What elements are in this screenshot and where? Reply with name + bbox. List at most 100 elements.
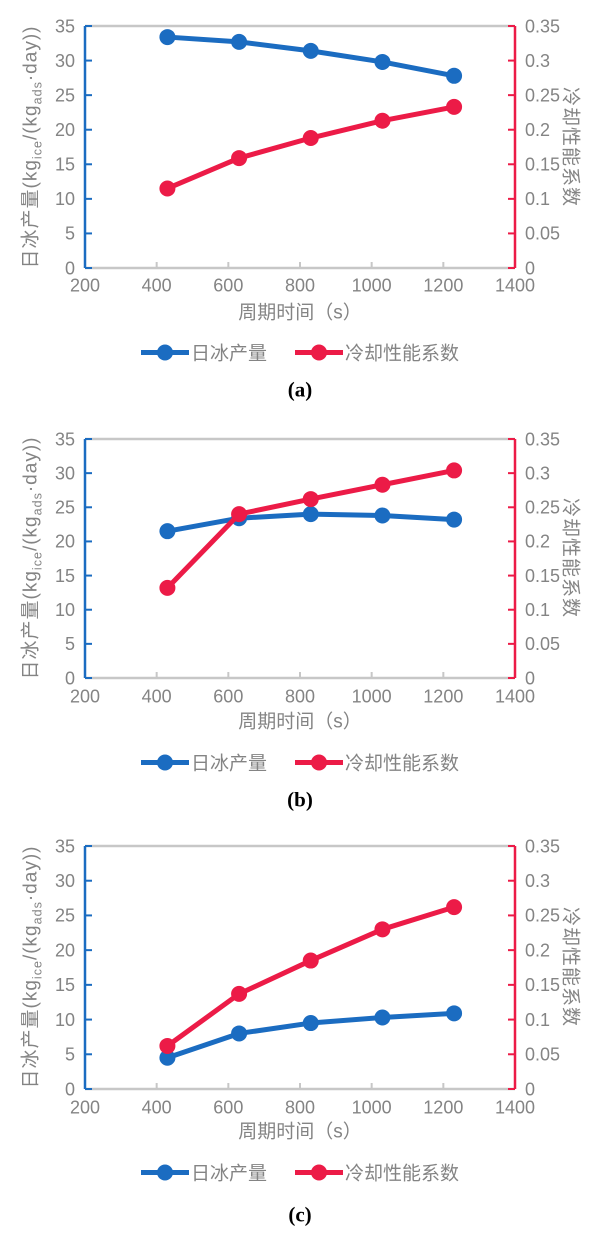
right-tick-label: 0.1 [525,189,550,209]
series-point-0 [302,506,319,523]
right-tick-label: 0.3 [525,463,550,483]
chart-legend: 日冰产量 冷却性能系数 [0,749,600,776]
right-tick-label: 0.05 [525,634,560,654]
right-tick-label: 0.3 [525,871,550,891]
left-tick-label: 15 [55,975,75,995]
left-tick-label: 35 [55,16,75,36]
x-tick-label: 1000 [352,686,392,706]
series-point-0 [159,523,176,540]
left-tick-label: 5 [65,634,75,654]
series-point-0 [374,53,391,70]
legend-dot [156,1164,173,1180]
right-tick-label: 0.05 [525,224,560,244]
series-line-1 [164,104,457,191]
x-tick-label: 800 [285,686,315,706]
legend-dot [311,754,327,770]
figure-caption: (b) [287,787,313,812]
left-tick-label: 5 [65,1045,75,1065]
left-tick-label: 30 [55,463,75,483]
legend-item-ice-production: 日冰产量 [140,749,267,776]
series-point-1 [374,476,391,493]
chart-a-canvas: 200 400 600 800 1000 1200 14000510152025303500… [55,16,560,295]
series-point-1 [446,899,463,916]
left-tick-label: 15 [55,155,75,175]
series-point-0 [231,1025,248,1042]
right-tick-label: 0.25 [525,85,560,105]
x-tick-label: 1400 [495,275,535,295]
figure-c: 200 400 600 800 1000 1200 1400 0 5 10 15 20 25 30 35 0 0… [0,830,600,1256]
x-tick-label: 1400 [495,1097,535,1117]
figure-caption: (c) [288,1202,312,1227]
left-tick-label: 30 [55,51,75,71]
series-point-0 [446,67,463,84]
left-tick-label: 25 [55,906,75,926]
right-tick-label: 0.2 [525,120,550,140]
series-point-1 [374,921,391,938]
legend-label: 日冰产量 [190,343,267,365]
right-tick-label: 0.2 [525,532,550,552]
left-tick-label: 0 [65,258,75,278]
chart-b-canvas: 200 400 600 800 1000 1200 14000510152025303500… [55,429,560,706]
series-point-1 [374,112,391,129]
legend-marker-blue-icon [140,344,189,360]
left-tick-label: 10 [55,189,75,209]
left-tick-label: 0 [65,1079,75,1099]
right-tick-label: 0.05 [525,1045,560,1065]
legend-dot [311,344,327,360]
legend-item-ice-production: 日冰产量 [140,1159,267,1186]
left-tick-label: 20 [55,940,75,960]
series-point-0 [302,1015,319,1032]
series-line-1 [164,467,457,591]
legend-label: 日冰产量 [190,753,267,775]
x-tick-label: 1200 [423,686,463,706]
series-point-0 [159,1049,176,1066]
left-tick-label: 10 [55,1010,75,1030]
series-point-0 [374,507,391,524]
right-tick-label: 0.15 [525,155,560,175]
series-point-1 [302,130,319,147]
series-point-0 [446,511,463,528]
series-point-1 [302,491,319,508]
legend-marker-red-icon [295,1164,343,1180]
right-tick-label: 0 [525,668,535,688]
series-point-1 [231,985,248,1002]
x-tick-label: 1200 [423,1097,463,1117]
legend-dot [156,344,173,360]
right-tick-label: 0.15 [525,975,560,995]
figure-caption: (a) [287,377,313,402]
left-tick-label: 20 [55,532,75,552]
series-point-1 [446,462,463,479]
right-tick-label: 0.15 [525,566,560,586]
series-point-0 [374,1009,391,1026]
left-tick-label: 15 [55,566,75,586]
legend-label: 日冰产量 [190,1163,267,1185]
right-tick-label: 0 [525,258,535,278]
legend-item-cop: 冷却性能系数 [295,749,459,776]
legend-item-cop: 冷却性能系数 [295,1159,459,1186]
right-tick-label: 0.35 [525,429,560,449]
legend-item-ice-production: 日冰产量 [140,339,267,366]
right-tick-label: 0.25 [525,498,560,518]
legend-marker-blue-icon [140,754,189,770]
x-tick-label: 600 [213,275,243,295]
left-tick-label: 0 [65,668,75,688]
figure-b: 200 400 600 800 1000 1200 1400 0 5 10 15 20 25 30 35 0 0… [0,420,600,830]
left-tick-label: 20 [55,120,75,140]
legend-marker-red-icon [295,344,343,360]
right-tick-label: 0.2 [525,940,550,960]
legend-marker-red-icon [295,754,343,770]
x-axis-title: 周期时间（s） [238,1121,362,1143]
left-tick-label: 30 [55,871,75,891]
series-point-1 [159,579,176,596]
left-tick-label: 35 [55,429,75,449]
left-tick-label: 25 [55,498,75,518]
legend-item-cop: 冷却性能系数 [295,339,459,366]
left-axis-title: 日冰产量(kgice/(kgads·day)) [20,845,45,1089]
x-tick-label: 1000 [352,275,392,295]
x-tick-label: 1400 [495,686,535,706]
x-tick-label: 1200 [423,275,463,295]
x-tick-label: 200 [70,686,100,706]
x-tick-label: 600 [213,1097,243,1117]
x-tick-label: 1000 [352,1097,392,1117]
series-point-1 [302,952,319,969]
